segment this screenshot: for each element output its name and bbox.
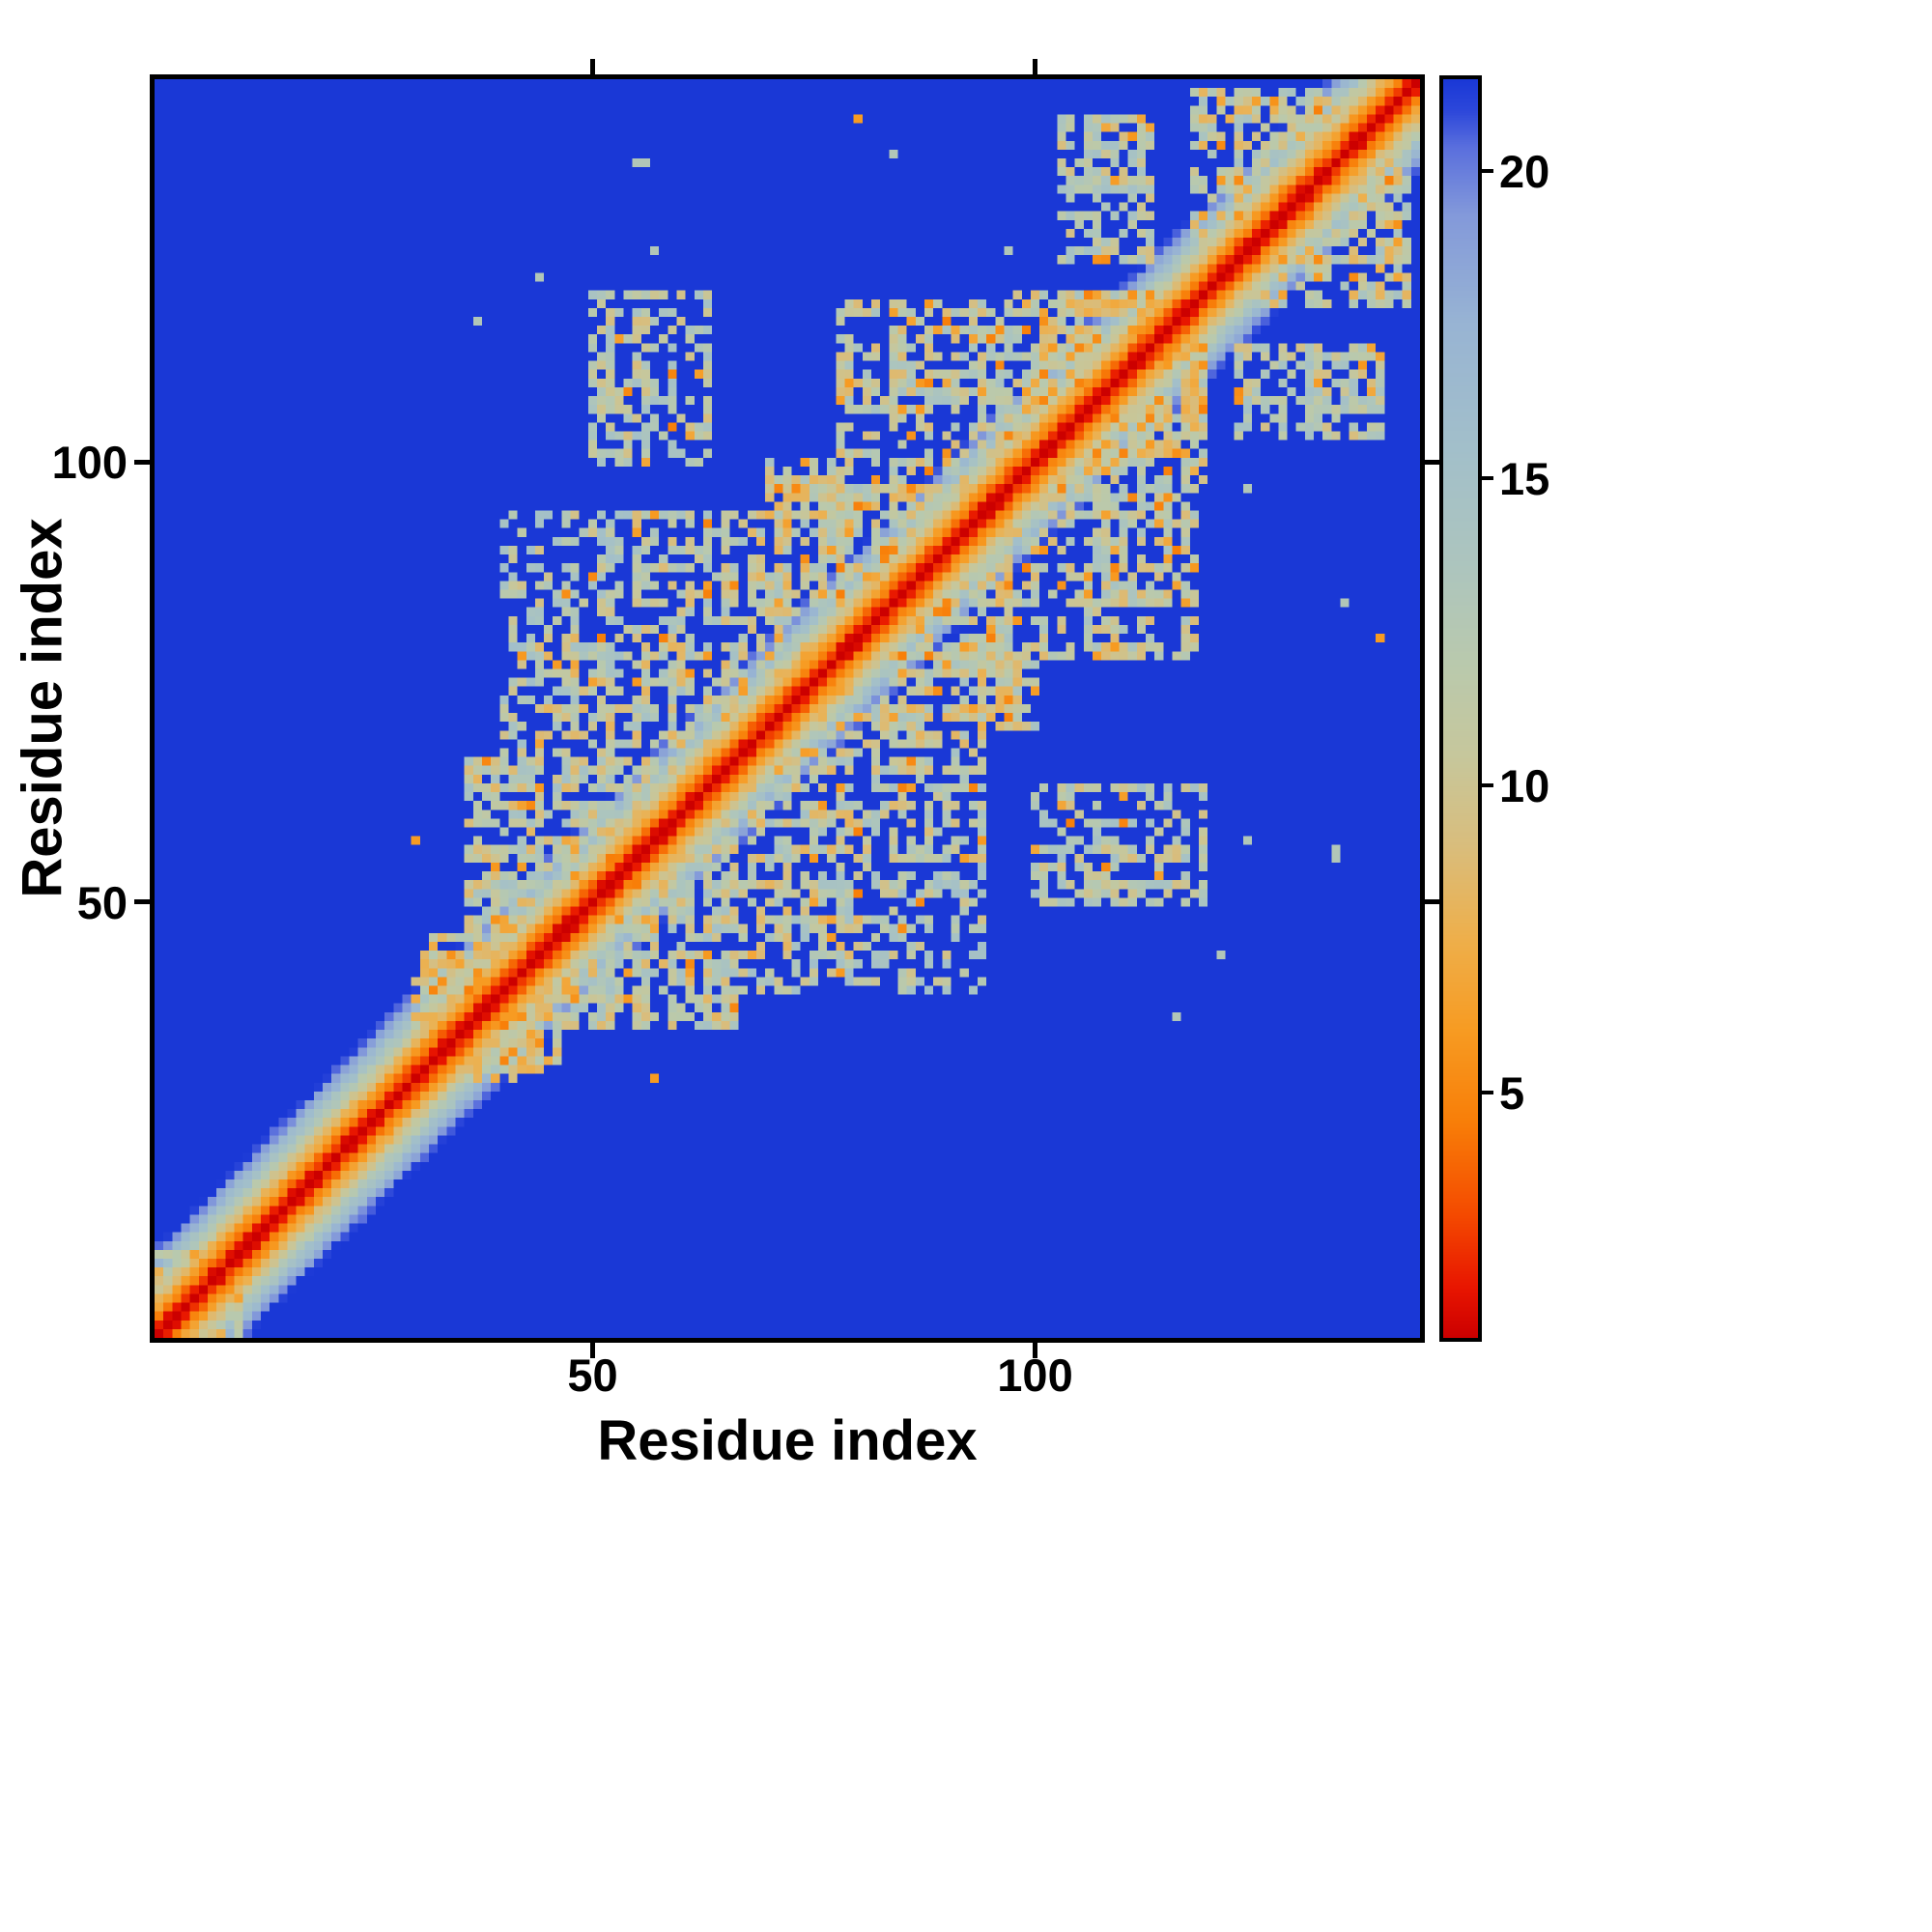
heatmap-canvas	[150, 74, 1425, 1343]
colorbar-tick-label: 20	[1499, 146, 1550, 198]
y-axis-title: Residue index	[11, 518, 74, 898]
y-tick-mark-left	[134, 899, 150, 905]
colorbar-tick-mark	[1482, 782, 1493, 787]
colorbar-tick-mark	[1482, 1090, 1493, 1094]
x-tick-mark-bottom	[1033, 1343, 1037, 1358]
y-tick-label: 100	[51, 437, 128, 489]
x-tick-mark-top	[589, 59, 595, 74]
colorbar-tick-label: 5	[1499, 1066, 1525, 1119]
y-tick-mark-right	[1425, 899, 1440, 905]
y-tick-mark-right	[1425, 459, 1440, 465]
colorbar-tick-label: 15	[1499, 453, 1550, 505]
colorbar-tick-label: 10	[1499, 759, 1550, 811]
colorbar-tick-mark	[1482, 169, 1493, 174]
x-tick-label: 50	[567, 1350, 618, 1401]
x-tick-mark-bottom	[589, 1343, 595, 1358]
x-tick-label: 100	[997, 1350, 1073, 1401]
y-tick-label: 50	[76, 876, 128, 928]
x-axis-title: Residue index	[597, 1409, 978, 1472]
x-tick-mark-top	[1033, 59, 1037, 74]
colorbar-tick-mark	[1482, 476, 1493, 481]
y-tick-mark-left	[134, 459, 150, 465]
colorbar-canvas	[1439, 75, 1482, 1342]
